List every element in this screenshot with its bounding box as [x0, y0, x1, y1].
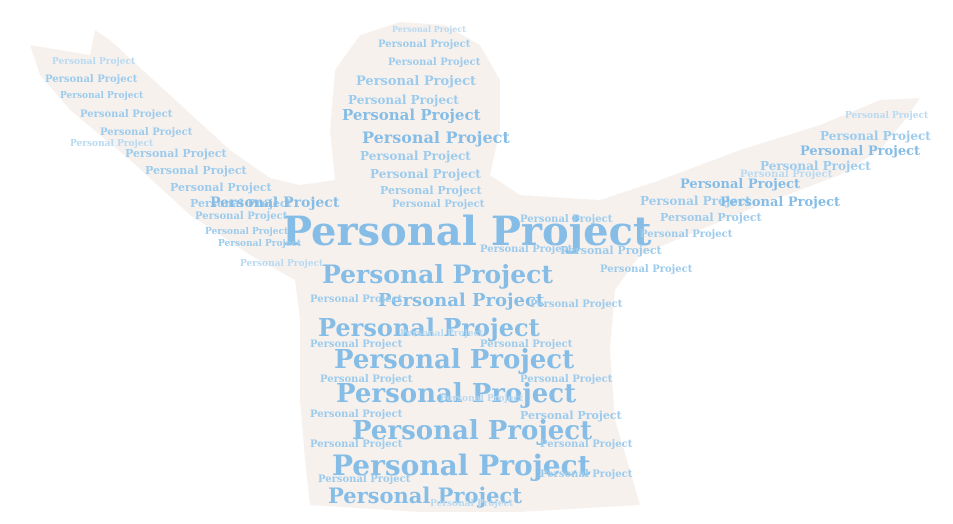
cloud-word: Personal Project: [360, 149, 471, 163]
cloud-word: Personal Project: [660, 211, 762, 224]
cloud-word: Personal Project: [362, 128, 510, 147]
cloud-word: Personal Project: [392, 199, 485, 210]
cloud-word: Personal Project: [400, 329, 484, 339]
cloud-word: Personal Project: [320, 374, 413, 385]
cloud-word: Personal Project: [600, 264, 693, 275]
cloud-word: Personal Project: [336, 379, 577, 409]
cloud-word: Personal Project: [282, 208, 652, 255]
cloud-word: Personal Project: [640, 194, 751, 208]
cloud-word: Personal Project: [342, 106, 481, 124]
cloud-word: Personal Project: [45, 74, 138, 85]
cloud-word: Personal Project: [310, 409, 403, 420]
cloud-word: Personal Project: [820, 129, 931, 143]
cloud-word: Personal Project: [328, 483, 522, 508]
cloud-word: Personal Project: [210, 195, 340, 211]
cloud-word: Personal Project: [310, 339, 403, 350]
cloud-word: Personal Project: [60, 91, 144, 101]
cloud-word: Personal Project: [356, 74, 477, 89]
cloud-word: Personal Project: [218, 239, 302, 249]
cloud-word: Personal Project: [392, 24, 466, 34]
cloud-word: Personal Project: [195, 211, 288, 222]
cloud-word: Personal Project: [560, 244, 662, 257]
cloud-word: Personal Project: [334, 345, 575, 375]
cloud-word: Personal Project: [720, 195, 841, 210]
cloud-word: Personal Project: [680, 177, 801, 192]
cloud-word: Personal Project: [52, 57, 136, 67]
cloud-word: Personal Project: [70, 139, 154, 149]
cloud-word: Personal Project: [310, 439, 403, 450]
cloud-word: Personal Project: [530, 299, 623, 310]
cloud-word: Personal Project: [332, 449, 591, 482]
cloud-word: Personal Project: [322, 260, 553, 289]
cloud-word: Personal Project: [540, 469, 633, 480]
cloud-word: Personal Project: [80, 109, 173, 120]
cloud-word: Personal Project: [240, 259, 324, 269]
cloud-word: Personal Project: [352, 416, 593, 446]
cloud-word: Personal Project: [540, 439, 633, 450]
cloud-word: Personal Project: [380, 184, 482, 197]
cloud-word: Personal Project: [318, 313, 540, 342]
cloud-word: Personal Project: [205, 227, 289, 237]
cloud-word: Personal Project: [388, 57, 481, 68]
cloud-word: Personal Project: [480, 244, 573, 255]
cloud-word: Personal Project: [520, 374, 613, 385]
cloud-word: Personal Project: [440, 394, 524, 404]
cloud-word: Personal Project: [520, 214, 613, 225]
cloud-word: Personal Project: [845, 111, 929, 121]
cloud-word: Personal Project: [318, 474, 411, 485]
cloud-word: Personal Project: [378, 39, 471, 50]
cloud-word: Personal Project: [430, 499, 514, 509]
cloud-word: Personal Project: [170, 181, 272, 194]
cloud-word: Personal Project: [800, 144, 921, 159]
cloud-word: Personal Project: [480, 339, 573, 350]
cloud-word: Personal Project: [378, 290, 545, 311]
cloud-word: Personal Project: [370, 167, 481, 181]
cloud-word: Personal Project: [348, 93, 459, 107]
cloud-word: Personal Project: [145, 164, 247, 177]
cloud-word: Personal Project: [190, 197, 292, 210]
cloud-word: Personal Project: [740, 169, 833, 180]
cloud-word: Personal Project: [100, 127, 193, 138]
cloud-word: Personal Project: [310, 294, 403, 305]
cloud-word: Personal Project: [125, 147, 227, 160]
cloud-word: Personal Project: [520, 409, 622, 422]
cloud-word: Personal Project: [760, 159, 871, 173]
cloud-word: Personal Project: [640, 229, 733, 240]
